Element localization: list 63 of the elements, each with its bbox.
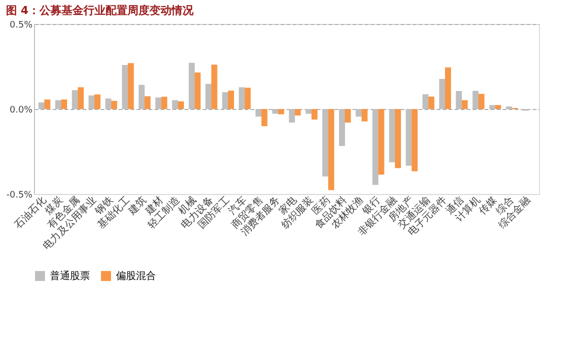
bar [61, 99, 68, 109]
bar [72, 90, 78, 109]
bar [105, 98, 112, 109]
bar [489, 105, 496, 109]
bar [238, 87, 245, 109]
bar [44, 99, 50, 109]
bar [412, 109, 418, 172]
bar [506, 106, 512, 109]
bar [172, 100, 178, 109]
bar [495, 105, 502, 109]
bar [322, 109, 328, 176]
bar [211, 64, 218, 109]
legend-label: 偏股混合 [116, 270, 156, 282]
bar [406, 109, 412, 166]
bar [394, 109, 401, 168]
bar [344, 109, 351, 123]
bar [155, 97, 162, 109]
y-tick-label: 0.0% [10, 106, 33, 116]
bar [356, 109, 362, 117]
bar [194, 72, 201, 109]
bar [294, 109, 301, 116]
bar [138, 84, 145, 109]
y-tick-label: -0.5% [6, 190, 33, 200]
bar [94, 94, 100, 109]
bar [378, 109, 384, 175]
bar [389, 109, 396, 162]
bar [422, 94, 428, 109]
legend-label: 普通股票 [50, 270, 90, 282]
chart-title: 图 4：公募基金行业配置周度变动情况 [6, 4, 194, 17]
bar [445, 67, 452, 109]
bar [328, 109, 334, 190]
bar [456, 90, 462, 109]
bar [462, 100, 468, 109]
bar [439, 78, 446, 109]
bar [122, 64, 128, 109]
bar [128, 63, 134, 109]
bar [111, 100, 118, 109]
y-tick-label: 0.5% [10, 20, 33, 30]
bar [472, 90, 479, 109]
bar [161, 96, 168, 109]
bar [55, 100, 62, 109]
bar [256, 109, 262, 117]
bar [205, 84, 212, 109]
bar [38, 102, 44, 109]
bar [306, 109, 312, 114]
bar [88, 95, 95, 109]
bar [278, 109, 284, 114]
bar [311, 109, 318, 120]
bar [144, 96, 151, 109]
bar [362, 109, 368, 122]
bar [272, 109, 278, 114]
bar [228, 90, 234, 109]
bar [372, 109, 378, 185]
bar [78, 87, 84, 109]
bar [178, 101, 184, 109]
bar [222, 92, 228, 109]
bar [478, 94, 484, 109]
bar [261, 109, 268, 126]
bar [338, 109, 345, 146]
bar [188, 62, 195, 109]
bar [288, 109, 295, 123]
bar [244, 88, 251, 109]
bar [428, 96, 434, 109]
